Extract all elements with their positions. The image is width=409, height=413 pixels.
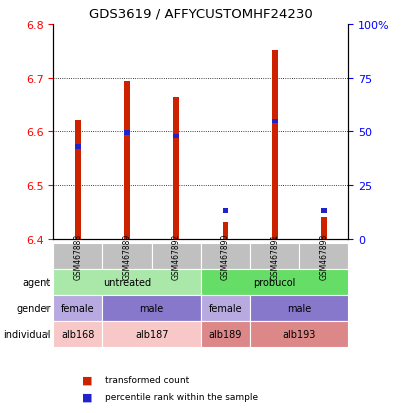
Text: gender: gender: [16, 303, 51, 313]
Bar: [320, 209, 326, 213]
Text: transformed count: transformed count: [104, 375, 188, 385]
Text: female: female: [61, 303, 94, 313]
Bar: [75, 145, 81, 150]
Text: ■: ■: [82, 392, 92, 401]
Text: GSM467890: GSM467890: [220, 233, 229, 280]
Text: GSM467893: GSM467893: [319, 233, 328, 280]
Text: GSM467888: GSM467888: [73, 234, 82, 280]
Text: GSM467892: GSM467892: [171, 233, 180, 280]
Bar: [75, 120, 81, 240]
Bar: [53, 244, 102, 270]
Bar: [53, 321, 102, 347]
Text: male: male: [139, 303, 164, 313]
Bar: [151, 244, 200, 270]
Bar: [124, 82, 130, 240]
Bar: [102, 321, 200, 347]
Bar: [173, 134, 179, 139]
Bar: [249, 321, 348, 347]
Bar: [320, 217, 326, 240]
Bar: [200, 270, 348, 295]
Bar: [124, 131, 130, 135]
Bar: [200, 321, 249, 347]
Text: percentile rank within the sample: percentile rank within the sample: [104, 392, 257, 401]
Title: GDS3619 / AFFYCUSTOMHF24230: GDS3619 / AFFYCUSTOMHF24230: [89, 8, 312, 21]
Bar: [271, 119, 277, 123]
Text: alb187: alb187: [135, 329, 168, 339]
Text: individual: individual: [3, 329, 51, 339]
Bar: [102, 295, 200, 321]
Text: GSM467889: GSM467889: [122, 233, 131, 280]
Text: untreated: untreated: [103, 278, 151, 287]
Bar: [53, 270, 200, 295]
Text: female: female: [208, 303, 242, 313]
Bar: [222, 209, 228, 213]
Text: GSM467891: GSM467891: [270, 233, 279, 280]
Bar: [222, 222, 228, 240]
Bar: [200, 244, 249, 270]
Bar: [200, 295, 249, 321]
Bar: [271, 50, 277, 240]
Bar: [102, 244, 151, 270]
Text: male: male: [286, 303, 311, 313]
Text: alb189: alb189: [208, 329, 242, 339]
Bar: [249, 295, 348, 321]
Text: agent: agent: [22, 278, 51, 287]
Bar: [173, 98, 179, 240]
Bar: [53, 295, 102, 321]
Text: probucol: probucol: [253, 278, 295, 287]
Text: alb168: alb168: [61, 329, 94, 339]
Bar: [299, 244, 348, 270]
Text: alb193: alb193: [282, 329, 315, 339]
Text: ■: ■: [82, 375, 92, 385]
Bar: [249, 244, 299, 270]
